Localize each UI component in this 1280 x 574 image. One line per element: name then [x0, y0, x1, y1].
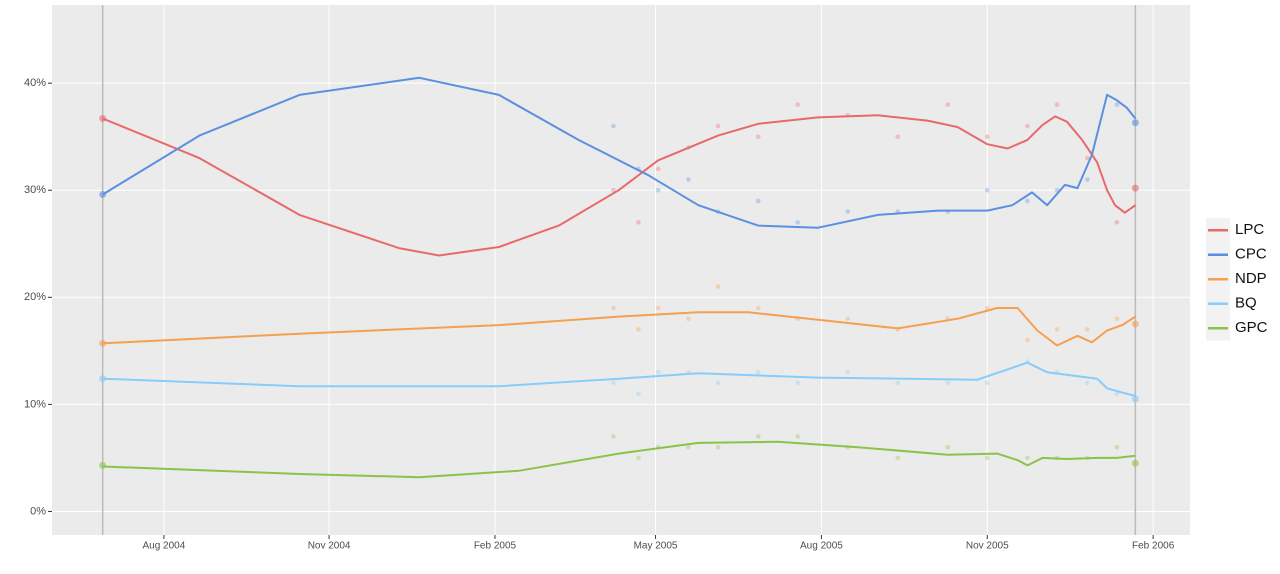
poll-point: [1114, 220, 1120, 225]
poll-point: [984, 187, 990, 193]
poll-point: [1085, 327, 1090, 332]
x-tick-label: Aug 2004: [142, 541, 185, 552]
poll-point: [895, 380, 901, 386]
poll-point: [755, 369, 761, 375]
result-point: [99, 191, 107, 199]
poll-point: [984, 305, 990, 311]
poll-point: [945, 444, 951, 450]
poll-point: [636, 391, 641, 396]
poll-point: [945, 380, 951, 386]
legend-label: CPC: [1235, 246, 1267, 263]
poll-point: [1025, 123, 1030, 129]
trend-line: [102, 361, 1136, 397]
x-tick-label: Aug 2005: [800, 541, 843, 552]
poll-point: [715, 380, 721, 386]
poll-point: [636, 220, 641, 225]
poll-point: [655, 166, 661, 172]
legend-label: LPC: [1235, 221, 1264, 238]
poll-point: [1054, 102, 1060, 107]
poll-point: [611, 123, 616, 129]
poll-point: [655, 305, 661, 311]
trend-line: [102, 440, 1136, 479]
poll-point: [984, 380, 990, 386]
poll-point: [686, 444, 691, 450]
poll-point: [636, 327, 641, 332]
legend-label: GPC: [1235, 319, 1268, 336]
trend-line: [102, 307, 1136, 347]
poll-point: [1025, 198, 1030, 204]
poll-point: [895, 455, 901, 461]
poll-point: [845, 369, 851, 375]
poll-point: [655, 369, 661, 375]
poll-point: [1114, 316, 1120, 322]
poll-point: [686, 177, 691, 182]
y-tick-label: 20%: [24, 291, 46, 303]
poll-point: [611, 305, 616, 311]
poll-point: [715, 123, 721, 129]
legend-label: BQ: [1235, 295, 1257, 312]
poll-point: [611, 380, 616, 386]
poll-point: [686, 316, 691, 322]
result-point: [1131, 395, 1139, 403]
result-point: [99, 339, 107, 347]
poll-point: [1025, 337, 1030, 343]
poll-point: [1025, 455, 1030, 461]
poll-point: [1114, 102, 1120, 107]
poll-point: [984, 455, 990, 461]
poll-point: [795, 102, 801, 107]
result-point: [1131, 320, 1139, 328]
poll-point: [755, 198, 761, 204]
legend-label: NDP: [1235, 270, 1267, 287]
poll-point: [1085, 155, 1090, 161]
poll-point: [715, 284, 721, 289]
result-point: [1131, 184, 1139, 192]
poll-point: [755, 434, 761, 439]
poll-point: [845, 316, 851, 322]
y-tick-label: 30%: [24, 184, 46, 196]
x-tick-label: Feb 2005: [474, 541, 517, 552]
poll-point: [611, 434, 616, 439]
x-tick-label: Nov 2004: [308, 541, 351, 552]
plot-panel: [52, 5, 1190, 535]
result-point: [1131, 459, 1139, 467]
x-tick-label: Feb 2006: [1132, 541, 1175, 552]
poll-point: [795, 220, 801, 225]
poll-point: [795, 380, 801, 386]
poll-point: [945, 102, 951, 107]
poll-point: [1054, 327, 1060, 332]
poll-point: [655, 187, 661, 193]
y-tick-label: 40%: [24, 77, 46, 89]
result-point: [1131, 119, 1139, 127]
poll-point: [895, 134, 901, 139]
poll-point: [795, 434, 801, 439]
poll-point: [845, 209, 851, 214]
x-tick-label: May 2005: [634, 541, 678, 552]
y-tick-label: 0%: [30, 505, 46, 517]
trend-line: [102, 76, 1137, 229]
result-point: [99, 114, 107, 122]
poll-point: [611, 187, 616, 193]
poll-point: [715, 444, 721, 450]
result-point: [99, 461, 107, 469]
y-tick-label: 10%: [24, 398, 46, 410]
poll-point: [1085, 177, 1090, 182]
poll-point: [1114, 444, 1120, 450]
poll-point: [984, 134, 990, 139]
x-tick-label: Nov 2005: [966, 541, 1009, 552]
poll-point: [755, 305, 761, 311]
poll-point: [1114, 391, 1120, 396]
poll-point: [636, 455, 641, 461]
poll-point: [1085, 380, 1090, 386]
result-point: [99, 375, 107, 383]
poll-point: [755, 134, 761, 139]
